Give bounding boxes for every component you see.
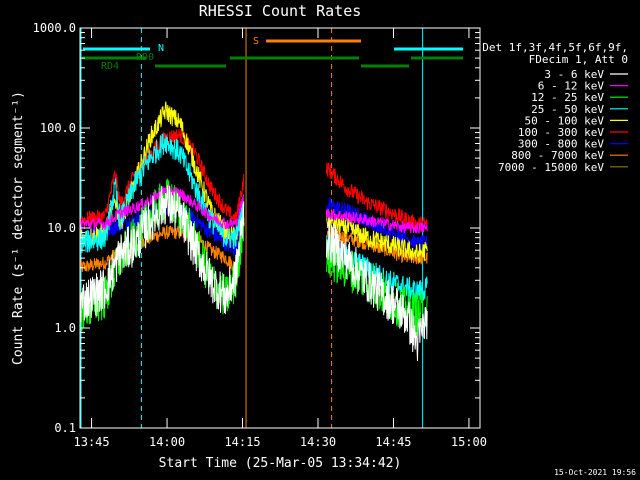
y-tick-label: 1.0 [54,321,76,335]
x-tick-label: 14:00 [149,435,185,449]
series-line [79,185,428,362]
y-tick-label: 10.0 [47,221,76,235]
legend-label: 7000 - 15000 keV [498,161,604,174]
legend-label: 12 - 25 keV [531,91,604,104]
x-tick-label: 15:00 [451,435,487,449]
legend-label: 6 - 12 keV [538,80,605,93]
y-axis: 0.1 1.0 10.0 100.0 1000.0 [33,21,480,435]
series-layer [79,101,428,362]
legend-label: 3 - 6 keV [544,68,604,81]
x-tick-label: 14:45 [375,435,411,449]
legend-label: 300 - 800 keV [518,138,604,151]
annotation-bars: N S RD0 RD4 [82,36,463,72]
night-label: N [158,43,164,54]
y-axis-label: Count Rate (s⁻¹ detector segment⁻¹) [11,91,26,365]
legend-header-2: FDecim 1, Att 0 [529,53,628,66]
legend-label: 100 - 300 keV [518,126,604,139]
decimation-label: RD0 [136,52,154,63]
x-tick-label: 14:30 [300,435,336,449]
chart-title: RHESSI Count Rates [199,2,362,20]
legend: Det 1f,3f,4f,5f,6f,9f, FDecim 1, Att 0 3… [482,41,628,174]
legend-label: 25 - 50 keV [531,103,604,116]
x-axis: 13:45 14:00 14:15 14:30 14:45 15:00 [74,28,487,449]
y-tick-label: 1000.0 [33,21,76,35]
x-tick-label: 14:15 [224,435,260,449]
attenuator-label: S [253,36,259,47]
decimation-label: RD4 [101,61,119,72]
y-tick-label: 0.1 [54,421,76,435]
x-axis-label: Start Time (25-Mar-05 13:34:42) [159,456,402,471]
x-tick-label: 13:45 [74,435,110,449]
legend-label: 50 - 100 keV [525,114,605,127]
legend-label: 800 - 7000 keV [511,149,604,162]
legend-header-1: Det 1f,3f,4f,5f,6f,9f, [482,41,628,54]
y-tick-label: 100.0 [40,121,76,135]
footer-date: 15-Oct-2021 19:56 [554,468,636,477]
